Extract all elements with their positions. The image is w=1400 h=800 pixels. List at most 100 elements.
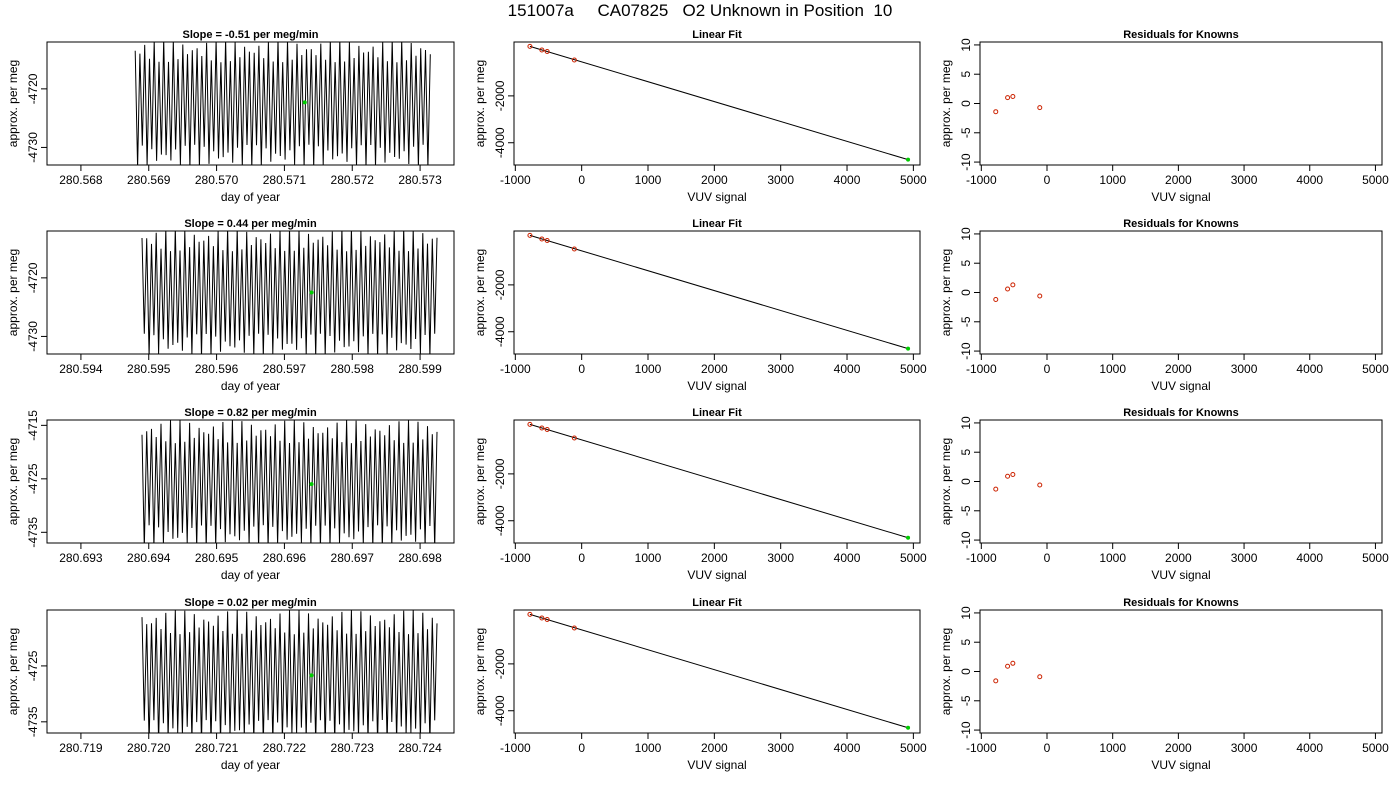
x-tick-label: 5000 [1362, 173, 1389, 187]
residual-point [1010, 660, 1016, 666]
x-tick-label: -1000 [500, 173, 531, 187]
x-tick-label: 280.598 [331, 362, 375, 376]
y-tick-label: 10 [959, 606, 973, 620]
signal-trace [134, 42, 431, 165]
panel-trace-4: Slope = 0.02 per meg/min 280.719 280.720 28… [6, 597, 455, 772]
plot-frame [979, 41, 1383, 166]
x-tick-label: 1000 [1099, 551, 1126, 565]
residual-point [993, 297, 999, 303]
y-tick-label: -5 [959, 127, 973, 138]
x-tick-label: 2000 [701, 362, 728, 376]
x-tick-label: 0 [578, 741, 585, 755]
y-tick-label: 10 [959, 227, 973, 241]
x-tick-label: -1000 [500, 551, 531, 565]
plot-frame [979, 419, 1383, 544]
x-tick-label: 280.694 [127, 551, 171, 565]
y-tick-label: -4720 [26, 73, 40, 104]
known-point [544, 426, 550, 432]
y-tick-label: -4000 [493, 505, 507, 536]
panel-trace-1: Slope = -0.51 per meg/min 280.568 280.569 2… [6, 29, 455, 204]
panel-residuals-3: Residuals for Knowns -1000 0 1000 2000 3000 40… [939, 407, 1389, 582]
x-tick-label: -1000 [966, 173, 997, 187]
known-point [571, 435, 577, 441]
x-tick-label: 280.599 [398, 362, 442, 376]
x-axis-label: VUV signal [687, 190, 746, 204]
plot-area [527, 611, 911, 730]
x-tick-label: 5000 [900, 362, 927, 376]
x-tick-label: 2000 [1165, 741, 1192, 755]
x-tick-label: 4000 [834, 551, 861, 565]
known-point [571, 246, 577, 252]
y-axis-label: approx. per meg [939, 628, 953, 715]
y-tick-label: 5 [959, 71, 973, 78]
residual-point [1010, 93, 1016, 99]
y-tick-label: 10 [959, 416, 973, 430]
y-tick-label: -5 [959, 505, 973, 516]
plot-frame [46, 419, 455, 544]
x-tick-label: 3000 [767, 362, 794, 376]
x-tick-label: 0 [578, 362, 585, 376]
x-tick-label: -1000 [966, 741, 997, 755]
y-tick-label: 5 [959, 449, 973, 456]
x-tick-label: 280.695 [195, 551, 239, 565]
panel-title: Residuals for Knowns [1123, 29, 1239, 41]
y-tick-label: -4720 [26, 262, 40, 293]
y-tick-label: 0 [959, 289, 973, 296]
y-axis-label: approx. per meg [473, 628, 487, 715]
y-axis-label: approx. per meg [939, 249, 953, 336]
x-axis-label: VUV signal [1151, 379, 1210, 393]
y-tick-label: -4735 [26, 706, 40, 737]
residual-point [1010, 282, 1016, 288]
y-tick-label: -4725 [26, 650, 40, 681]
y-tick-label: 0 [959, 668, 973, 675]
x-tick-label: 3000 [1231, 173, 1258, 187]
x-tick-label: 1000 [635, 741, 662, 755]
unknown-point [906, 535, 911, 540]
x-tick-label: 0 [578, 551, 585, 565]
signal-trace [141, 231, 438, 354]
y-axis-label: approx. per meg [939, 438, 953, 525]
panel-title: Slope = 0.02 per meg/min [184, 597, 317, 609]
residual-point [1005, 95, 1011, 101]
y-tick-label: -4735 [26, 517, 40, 548]
y-tick-label: -2000 [493, 458, 507, 489]
panel-fit-4: Linear Fit -1000 0 1000 2000 3000 4000 5000 VUV … [473, 597, 927, 772]
mean-point [309, 290, 314, 295]
y-tick-label: -4715 [26, 410, 40, 441]
y-tick-label: -2000 [493, 80, 507, 111]
panel-trace-2: Slope = 0.44 per meg/min 280.594 280.595 28… [6, 218, 455, 393]
y-axis-label: approx. per meg [939, 60, 953, 147]
x-tick-label: -1000 [500, 362, 531, 376]
plot-area [141, 610, 438, 733]
x-tick-label: 0 [1044, 551, 1051, 565]
plot-frame [46, 609, 455, 734]
panel-title: Slope = 0.82 per meg/min [184, 407, 317, 419]
x-tick-label: -1000 [966, 551, 997, 565]
plot-frame [979, 230, 1383, 355]
known-point [544, 616, 550, 622]
residual-point [1037, 293, 1043, 299]
y-tick-label: -5 [959, 695, 973, 706]
mean-point [309, 673, 314, 678]
y-axis-label: approx. per meg [473, 60, 487, 147]
plot-area [993, 471, 1043, 492]
panel-residuals-2: Residuals for Knowns -1000 0 1000 2000 3000 40… [939, 218, 1389, 393]
x-tick-label: -1000 [500, 741, 531, 755]
plot-area [993, 660, 1043, 684]
panel-title: Linear Fit [692, 597, 742, 609]
fit-line [529, 613, 909, 729]
x-tick-label: 280.720 [127, 741, 171, 755]
mean-point [309, 482, 314, 487]
plot-area [141, 420, 438, 543]
y-axis-label: approx. per meg [473, 438, 487, 525]
residual-point [1037, 482, 1043, 488]
x-tick-label: 4000 [834, 741, 861, 755]
panel-title: Slope = -0.51 per meg/min [182, 29, 318, 41]
known-point [571, 57, 577, 63]
known-point [527, 421, 533, 427]
known-point [544, 237, 550, 243]
x-tick-label: 1000 [635, 551, 662, 565]
panel-fit-2: Linear Fit -1000 0 1000 2000 3000 4000 5000 VUV … [473, 218, 927, 393]
y-tick-label: -4730 [26, 132, 40, 163]
x-tick-label: 0 [578, 173, 585, 187]
